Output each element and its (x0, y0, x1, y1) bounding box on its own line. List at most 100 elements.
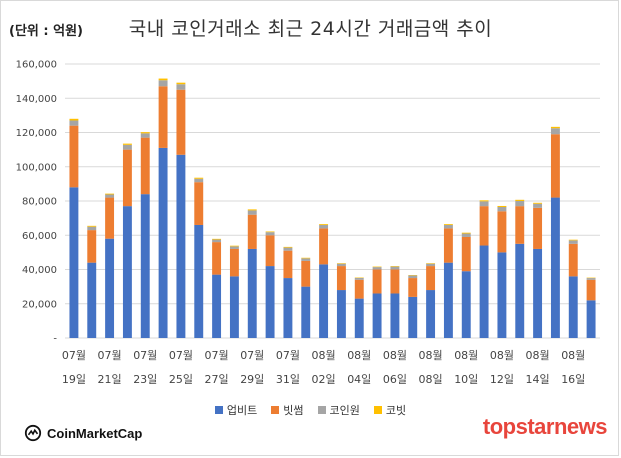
legend-item: 코빗 (373, 402, 407, 418)
x-tick-month: 08월 (526, 349, 550, 362)
y-tick-label: 80,000 (22, 197, 57, 208)
x-tick-month: 08월 (419, 349, 443, 362)
x-tick-day: 19일 (62, 372, 86, 386)
bar-segment-4 (229, 245, 239, 247)
x-tick-month: 07월 (205, 349, 229, 362)
bar-segment-2 (247, 214, 257, 249)
bar-segment-4 (390, 266, 400, 267)
brand-part2: news (553, 414, 608, 439)
bar-segment-3 (550, 128, 560, 135)
bar-segment-4 (515, 199, 525, 201)
x-tick-month: 08월 (561, 349, 585, 362)
bar-segment-3 (122, 144, 132, 150)
bar-segment-3 (372, 267, 382, 270)
x-tick-month: 08월 (383, 349, 407, 362)
x-tick-day: 08일 (419, 372, 443, 386)
bar-segment-1 (443, 262, 453, 338)
x-tick-month: 07월 (133, 349, 157, 362)
bar-segment-4 (550, 126, 560, 129)
bar-segment-3 (408, 275, 418, 279)
bar-segment-2 (194, 182, 204, 225)
x-tick-day: 21일 (98, 372, 122, 386)
x-tick-day: 04일 (347, 372, 371, 386)
bar-segment-2 (301, 260, 311, 287)
x-tick-day: 29일 (240, 372, 264, 386)
bar-segment-4 (105, 193, 115, 195)
bar-segment-3 (479, 201, 489, 207)
x-tick-day: 02일 (312, 372, 336, 386)
bar-segment-2 (390, 269, 400, 294)
y-tick-label: 60,000 (22, 231, 57, 242)
bar-segment-2 (372, 269, 382, 294)
legend-label: 코인원 (329, 404, 360, 417)
bar-segment-1 (586, 300, 596, 338)
bar-segment-3 (229, 246, 239, 249)
bar-segment-3 (497, 206, 507, 212)
bar-segment-1 (515, 243, 525, 338)
bar-segment-2 (319, 228, 329, 265)
bar-segment-3 (533, 203, 543, 208)
bar-segment-1 (336, 290, 346, 338)
bar-segment-1 (533, 248, 543, 338)
bar-segment-2 (568, 243, 578, 277)
bar-segment-4 (533, 202, 543, 204)
bar-segment-2 (158, 86, 168, 148)
bar-segment-3 (390, 266, 400, 270)
bar-segment-3 (176, 84, 186, 90)
bar-segment-1 (105, 238, 115, 338)
bar-segment-2 (87, 230, 97, 263)
y-tick-label: 20,000 (22, 299, 57, 310)
bar-segment-3 (426, 263, 436, 267)
y-tick-label: 40,000 (22, 265, 57, 276)
topstarnews-logo: topstarnews (482, 414, 608, 440)
legend-item: 빗썸 (271, 402, 304, 418)
bar-segment-1 (550, 197, 560, 338)
bar-segment-2 (336, 266, 346, 291)
bar-segment-4 (443, 224, 453, 225)
bar-segment-3 (301, 258, 311, 261)
bar-segment-4 (283, 246, 293, 248)
bar-segment-4 (479, 200, 489, 202)
x-tick-month: 07월 (98, 349, 122, 362)
bar-segment-4 (122, 143, 132, 145)
legend-label: 코빗 (385, 404, 407, 417)
bar-segment-2 (354, 279, 364, 299)
bar-segment-2 (586, 279, 596, 301)
bar-segment-3 (443, 224, 453, 229)
legend-swatch (214, 406, 223, 414)
bar-segment-1 (69, 187, 79, 338)
bar-segment-1 (390, 293, 400, 338)
bar-segment-3 (336, 263, 346, 267)
bar-segment-4 (247, 209, 257, 211)
brand-part1: topstar (482, 414, 555, 439)
legend: 업비트 빗썸 코인원 코빗 (0, 402, 621, 418)
bar-segment-2 (426, 266, 436, 291)
bar-segment-2 (515, 206, 525, 244)
bar-segment-3 (283, 247, 293, 251)
coinmarketcap-logo: CoinMarketCap (24, 424, 142, 442)
bar-segment-2 (283, 250, 293, 279)
bar-segment-1 (229, 276, 239, 338)
y-tick-label: 140,000 (16, 94, 57, 105)
bar-segment-1 (265, 266, 275, 338)
bar-segment-1 (354, 298, 364, 338)
bar-segment-3 (515, 201, 525, 207)
x-tick-day: 16일 (561, 372, 585, 386)
bar-segment-1 (461, 271, 471, 338)
bar-segment-2 (497, 211, 507, 253)
bar-segment-1 (87, 262, 97, 338)
legend-label: 업비트 (226, 404, 258, 417)
bar-segment-4 (319, 224, 329, 225)
x-tick-day: 06일 (383, 372, 407, 386)
bar-segment-2 (408, 278, 418, 297)
bar-segment-3 (105, 194, 115, 198)
bar-segment-3 (140, 133, 150, 138)
x-tick-month: 07월 (169, 349, 193, 362)
bar-segment-1 (194, 224, 204, 338)
bar-segment-3 (354, 277, 364, 280)
coinmarketcap-label: CoinMarketCap (47, 425, 143, 441)
y-tick-label: - (53, 334, 57, 345)
x-tick-month: 07월 (276, 349, 300, 362)
bar-segment-1 (319, 264, 329, 338)
